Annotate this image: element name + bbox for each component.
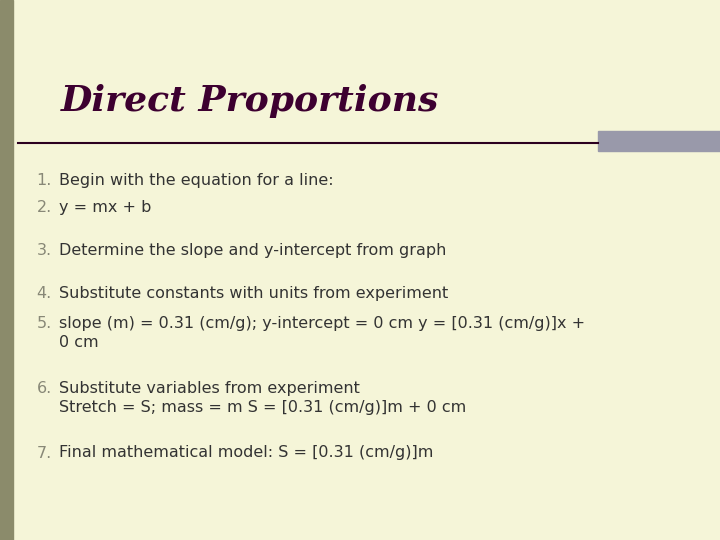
- Text: 5.: 5.: [37, 316, 52, 331]
- Text: 7.: 7.: [37, 446, 52, 461]
- Text: 6.: 6.: [37, 381, 52, 396]
- Text: Begin with the equation for a line:: Begin with the equation for a line:: [59, 173, 333, 188]
- Text: 2.: 2.: [37, 200, 52, 215]
- Text: y = mx + b: y = mx + b: [59, 200, 151, 215]
- Text: Final mathematical model: S = [0.31 (cm/g)]m: Final mathematical model: S = [0.31 (cm/…: [59, 446, 433, 461]
- Text: 1.: 1.: [37, 173, 52, 188]
- Text: slope (m) = 0.31 (cm/g); y-intercept = 0 cm y = [0.31 (cm/g)]x +
0 cm: slope (m) = 0.31 (cm/g); y-intercept = 0…: [59, 316, 585, 350]
- Bar: [598, 131, 720, 151]
- Text: Direct Proportions: Direct Proportions: [61, 84, 440, 118]
- Text: 3.: 3.: [37, 243, 52, 258]
- Text: Substitute constants with units from experiment: Substitute constants with units from exp…: [59, 286, 449, 301]
- Text: 4.: 4.: [37, 286, 52, 301]
- Text: Determine the slope and y-intercept from graph: Determine the slope and y-intercept from…: [59, 243, 446, 258]
- Bar: [0, 0, 13, 540]
- Text: Substitute variables from experiment
Stretch = S; mass = m S = [0.31 (cm/g)]m + : Substitute variables from experiment Str…: [59, 381, 467, 415]
